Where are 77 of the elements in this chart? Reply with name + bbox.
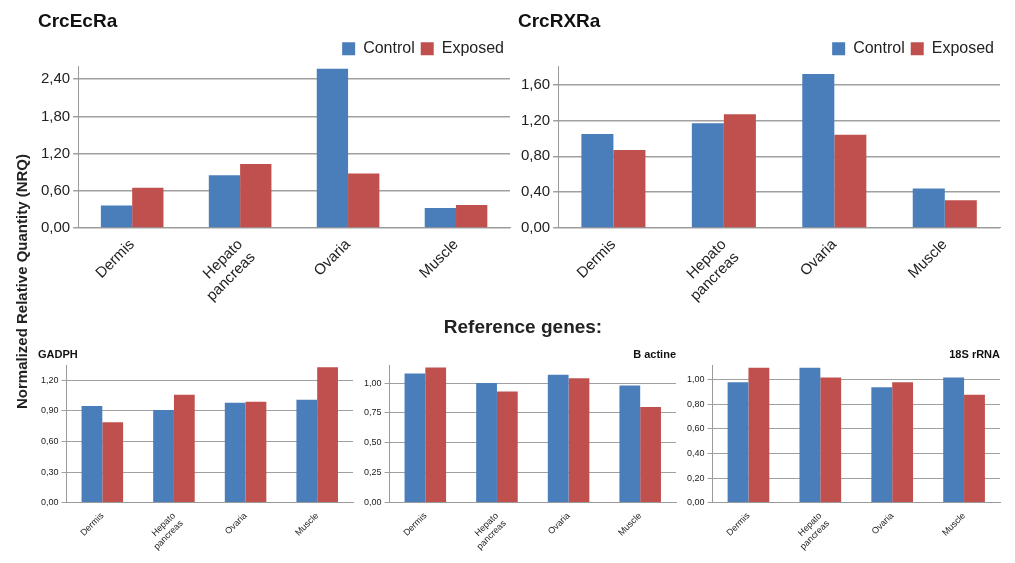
y-tick-label: 1,20 bbox=[520, 110, 551, 128]
legend-label: Exposed bbox=[441, 39, 504, 57]
y-axis-title: Normalized Relative Quantity (NRQ) bbox=[13, 153, 31, 410]
y-tick-label: 0,00 bbox=[520, 218, 551, 236]
bar bbox=[224, 402, 246, 503]
bar bbox=[691, 123, 724, 228]
y-tick-label: 0,60 bbox=[40, 435, 59, 446]
legend-label: Exposed bbox=[931, 39, 994, 57]
bar bbox=[240, 164, 272, 228]
bar bbox=[727, 382, 749, 503]
bar bbox=[547, 374, 569, 503]
bar bbox=[404, 373, 426, 503]
bar bbox=[892, 382, 914, 503]
bar bbox=[964, 394, 985, 503]
y-tick-label: 1,80 bbox=[40, 106, 71, 124]
bar bbox=[912, 188, 945, 228]
y-tick-label: 0,80 bbox=[686, 398, 705, 409]
bar bbox=[296, 399, 318, 503]
chart-title: CrcRXRa bbox=[518, 9, 601, 31]
y-tick-label: 1,60 bbox=[520, 74, 551, 92]
y-tick-label: 0,90 bbox=[40, 405, 59, 416]
y-tick-label: 0,50 bbox=[363, 437, 382, 448]
bar bbox=[173, 394, 195, 503]
text: Reference genes: bbox=[443, 316, 603, 337]
bar bbox=[613, 150, 646, 228]
y-tick-label: 2,40 bbox=[40, 69, 71, 87]
bar bbox=[424, 208, 457, 228]
y-tick-label: 0,00 bbox=[40, 218, 71, 236]
bar bbox=[208, 175, 241, 228]
y-tick-label: 0,40 bbox=[520, 182, 551, 200]
bar bbox=[476, 383, 497, 503]
bar bbox=[834, 134, 867, 228]
bar bbox=[871, 387, 893, 503]
bar bbox=[619, 385, 641, 503]
y-tick-label: 0,60 bbox=[686, 423, 705, 434]
bar bbox=[496, 391, 518, 503]
y-tick-label: 0,60 bbox=[40, 180, 71, 198]
bar bbox=[102, 422, 124, 503]
chart-title: B actine bbox=[633, 347, 676, 360]
bar bbox=[245, 401, 267, 503]
y-tick-label: 0,75 bbox=[363, 407, 382, 418]
bar bbox=[799, 367, 821, 503]
y-tick-label: 0,40 bbox=[686, 447, 705, 458]
y-tick-label: 0,00 bbox=[40, 497, 59, 508]
bar bbox=[748, 367, 770, 503]
bar bbox=[425, 367, 447, 503]
bar bbox=[568, 378, 590, 503]
y-tick-label: 0,00 bbox=[686, 497, 705, 508]
y-tick-label: 0,20 bbox=[686, 472, 705, 483]
chart-title: GADPH bbox=[38, 347, 78, 360]
y-tick-label: 0,30 bbox=[40, 466, 59, 477]
bar bbox=[132, 187, 164, 228]
bar bbox=[456, 204, 488, 228]
y-tick-label: 1,20 bbox=[40, 374, 59, 385]
y-tick-label: 1,00 bbox=[363, 377, 382, 388]
bar bbox=[820, 377, 842, 503]
bar bbox=[348, 173, 380, 228]
bar bbox=[81, 405, 103, 503]
legend-label: Control bbox=[363, 39, 415, 57]
bar bbox=[723, 114, 756, 228]
bar bbox=[153, 409, 174, 503]
chart-title: CrcEcRa bbox=[38, 9, 118, 31]
bar bbox=[802, 73, 835, 228]
bar bbox=[581, 133, 614, 228]
bar bbox=[944, 200, 977, 228]
y-tick-label: 0,00 bbox=[363, 497, 382, 508]
bar bbox=[100, 205, 133, 228]
bar bbox=[316, 68, 349, 228]
chart-title: 18S rRNA bbox=[949, 347, 1001, 360]
y-tick-label: 1,20 bbox=[40, 143, 71, 161]
y-tick-label: 0,25 bbox=[363, 467, 382, 478]
y-tick-label: 0,80 bbox=[520, 146, 551, 164]
y-tick-label: 1,00 bbox=[686, 374, 705, 385]
bar bbox=[640, 407, 661, 503]
bar bbox=[943, 377, 965, 503]
bar bbox=[317, 367, 338, 503]
legend-label: Control bbox=[853, 39, 905, 57]
